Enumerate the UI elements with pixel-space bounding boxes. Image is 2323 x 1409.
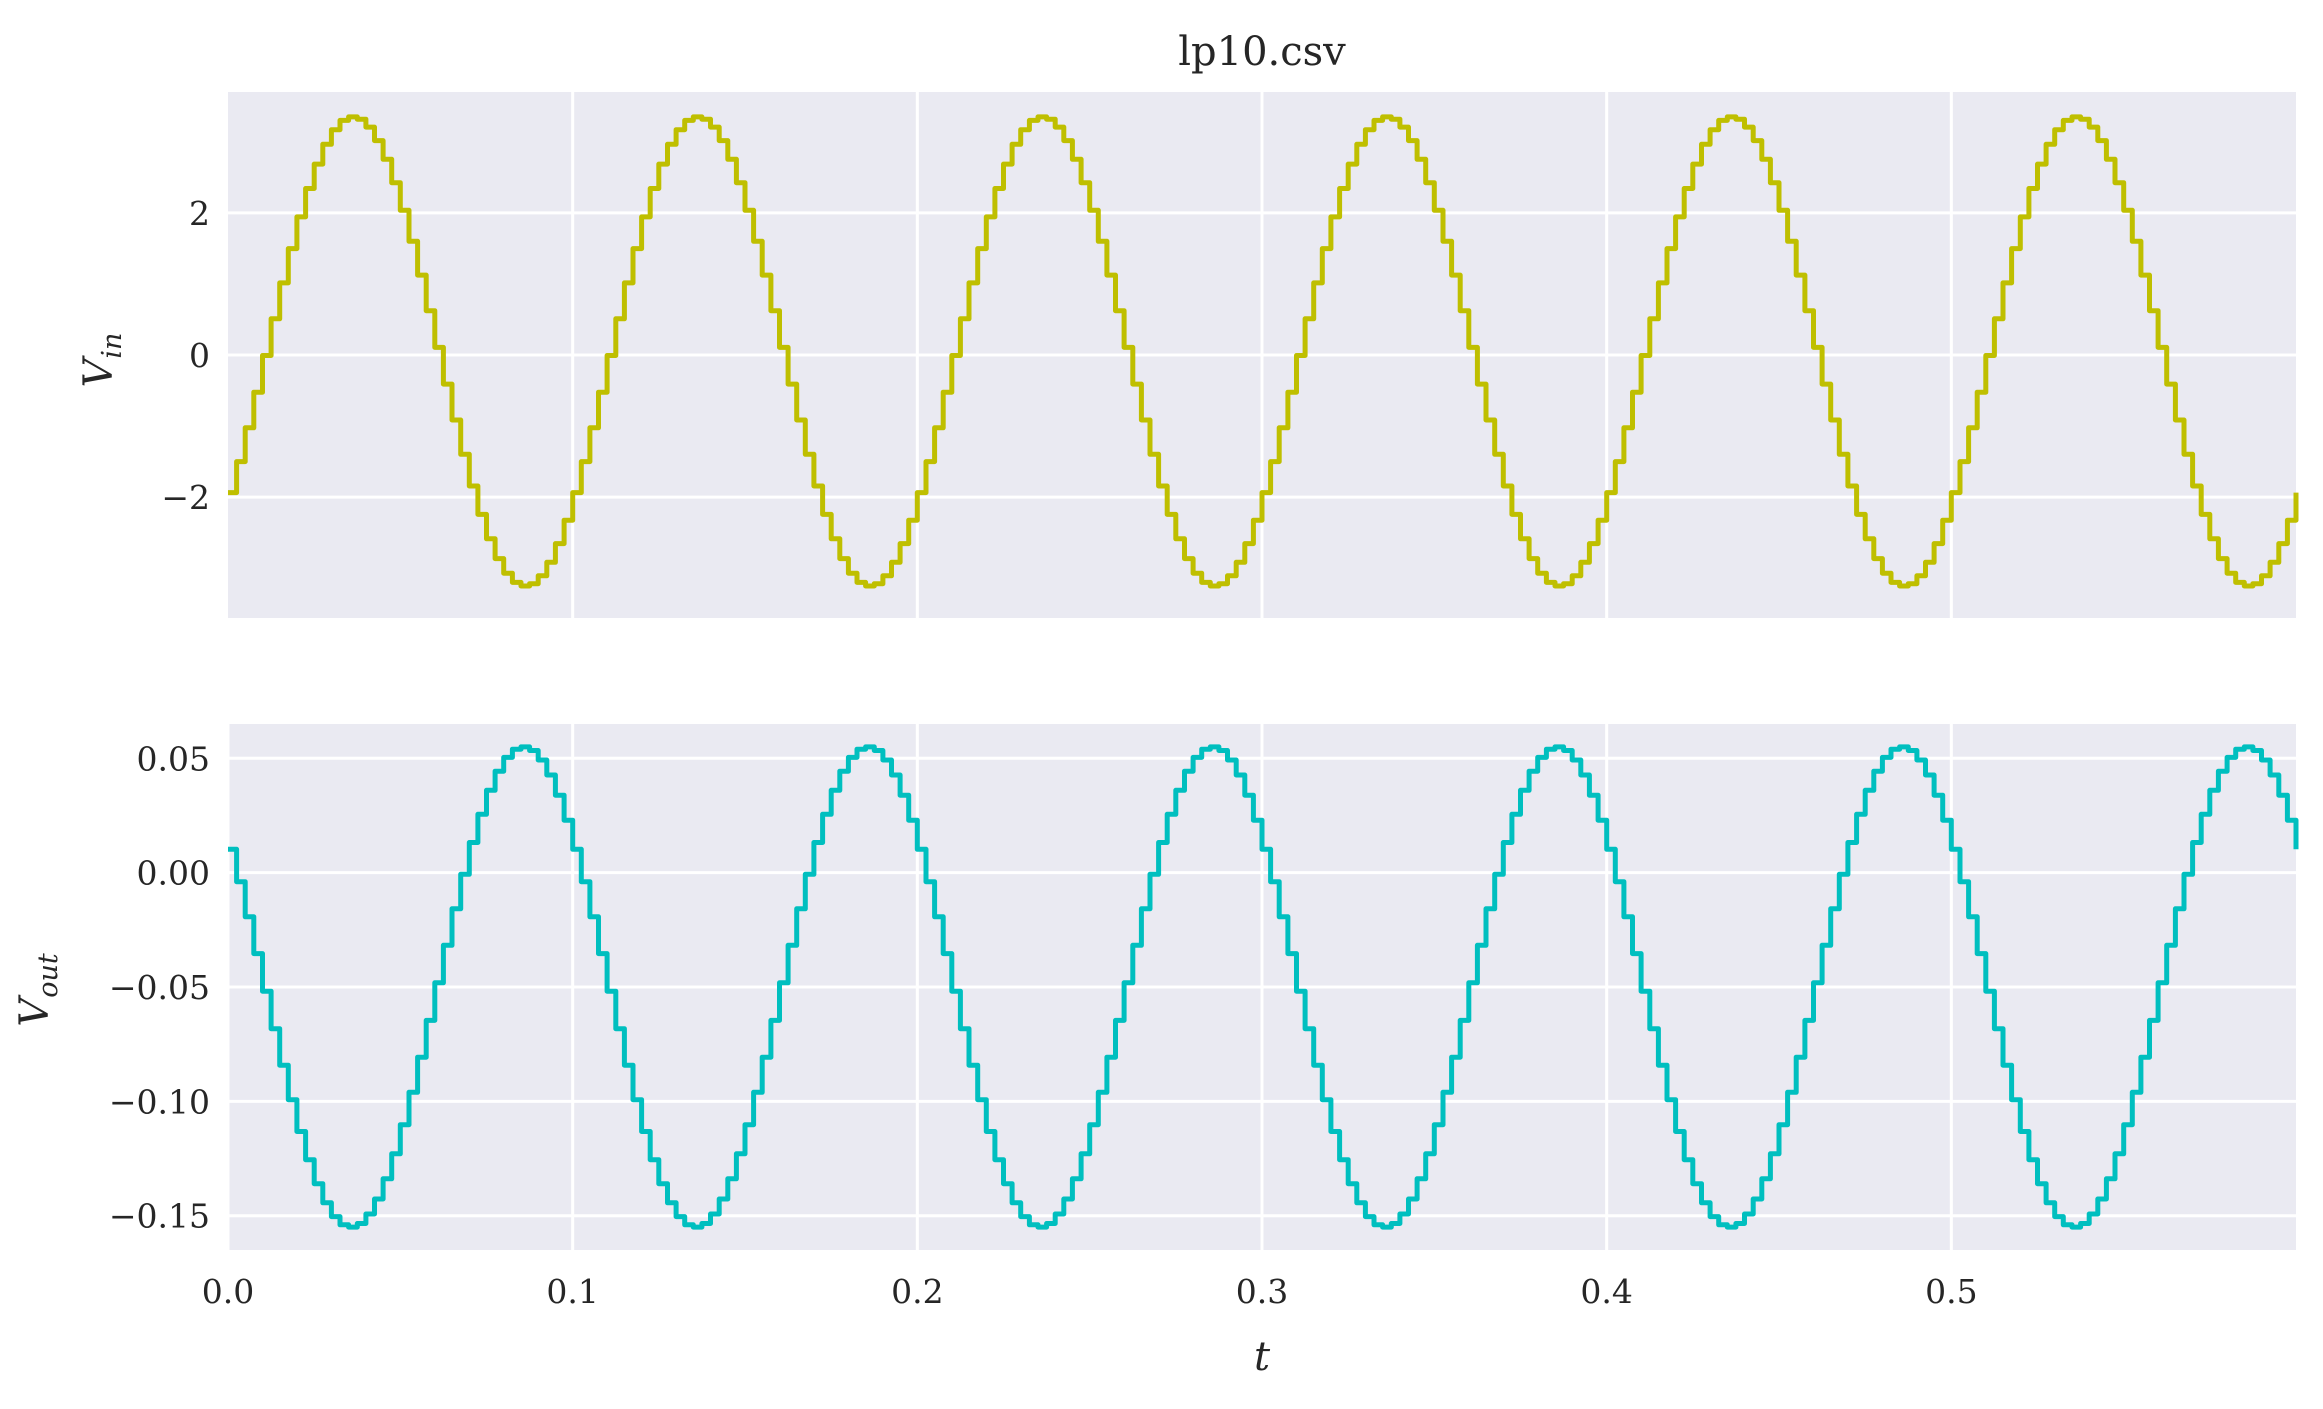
vout-y-label-main: V <box>12 994 58 1027</box>
y-tick-label: −0.05 <box>109 968 210 1007</box>
vout-series <box>228 744 2299 1230</box>
y-tick-label: 0 <box>189 336 210 375</box>
x-tick-label: 0.1 <box>546 1272 598 1311</box>
x-tick-label: 0.3 <box>1236 1272 1288 1311</box>
series-line <box>228 744 2299 1230</box>
vout-y-axis-label: Vout <box>12 953 64 1027</box>
vin-y-label-subscript: in <box>97 333 128 359</box>
chart-title: lp10.csv <box>1178 29 1346 75</box>
y-tick-label: −0.15 <box>109 1197 210 1236</box>
vout-y-label-subscript: out <box>33 953 64 998</box>
vin-series <box>228 114 2299 589</box>
y-tick-label: 0.00 <box>137 854 210 893</box>
y-tick-label: −2 <box>161 478 210 517</box>
series-line <box>228 114 2299 589</box>
y-tick-label: −0.10 <box>109 1082 210 1121</box>
vout-tick-labels: 0.0 0.1 0.2 0.3 0.4 0.5 −0.15 −0.10 −0.05 0.00 0.0… <box>109 739 1978 1311</box>
vout-grid <box>226 724 2296 1250</box>
x-tick-label: 0.4 <box>1580 1272 1632 1311</box>
x-axis-label: t <box>1254 1334 1271 1380</box>
x-tick-label: 0.2 <box>891 1272 943 1311</box>
vin-tick-labels: −2 0 2 <box>161 194 210 517</box>
vin-y-label-main: V <box>76 354 122 387</box>
vout-panel: 0.0 0.1 0.2 0.3 0.4 0.5 −0.15 −0.10 −0.05 0.00 0.0… <box>12 724 2299 1311</box>
x-tick-label: 0.0 <box>202 1272 254 1311</box>
x-tick-label: 0.5 <box>1925 1272 1977 1311</box>
vin-y-axis-label: Vin <box>76 333 128 388</box>
vin-panel: −2 0 2 Vin <box>76 92 2299 618</box>
y-tick-label: 2 <box>189 194 210 233</box>
y-tick-label: 0.05 <box>137 739 210 778</box>
